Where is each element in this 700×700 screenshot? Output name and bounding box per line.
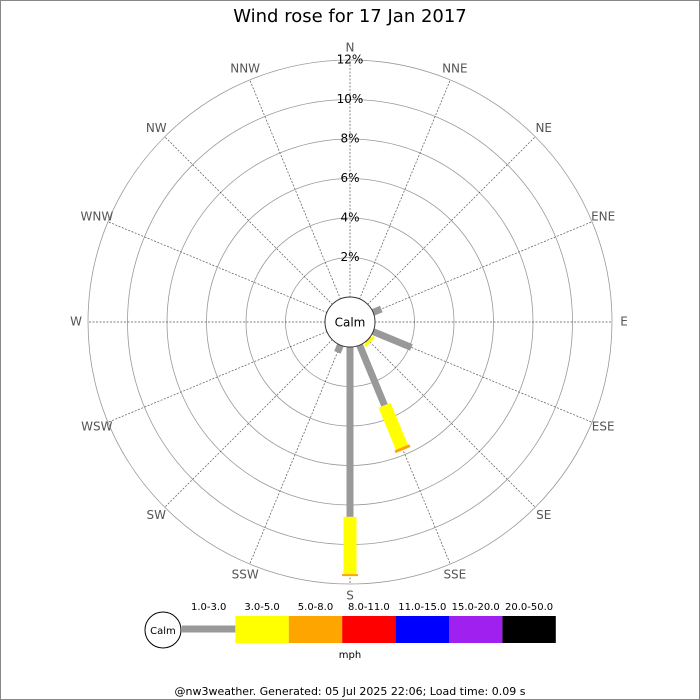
- spoke: [164, 136, 351, 323]
- legend-label: 5.0-8.0: [298, 602, 333, 613]
- direction-label: NE: [535, 121, 552, 135]
- direction-label: SSW: [232, 568, 259, 582]
- grid-ring: [87, 59, 613, 585]
- calm-label: Calm: [335, 316, 366, 330]
- legend-calm-circle: [144, 611, 182, 649]
- direction-label: WNW: [80, 210, 113, 224]
- spoke: [349, 136, 536, 323]
- legend-swatch: [449, 616, 503, 643]
- spoke: [349, 79, 451, 323]
- r-tick-label: 10%: [337, 92, 364, 106]
- direction-label: NNE: [442, 61, 468, 75]
- bar-segment: [378, 402, 408, 450]
- direction-label: SE: [536, 508, 551, 522]
- direction-label: ESE: [592, 419, 615, 433]
- bar-segment: [394, 444, 411, 454]
- legend-swatch: [342, 616, 396, 643]
- direction-label: SW: [147, 508, 167, 522]
- r-tick-label: 4%: [340, 211, 359, 225]
- legend-label: 8.0-11.0: [348, 602, 390, 613]
- direction-label: N: [346, 41, 355, 55]
- spoke: [107, 221, 351, 323]
- legend-swatch: [502, 616, 556, 643]
- r-tick-label: 6%: [340, 171, 359, 185]
- direction-label: WSW: [81, 419, 112, 433]
- legend-calm-label: Calm: [150, 626, 176, 637]
- legend-label: 20.0-50.0: [505, 602, 553, 613]
- footer: @nw3weather. Generated: 05 Jul 2025 22:0…: [175, 685, 526, 698]
- bar-segment: [363, 335, 376, 348]
- legend-label: 3.0-5.0: [244, 602, 279, 613]
- direction-label: SSE: [443, 568, 466, 582]
- spoke: [249, 321, 351, 565]
- chart-title: Wind rose for 17 Jan 2017: [233, 6, 467, 27]
- bars: [334, 305, 413, 577]
- legend-label: 1.0-3.0: [191, 602, 226, 613]
- legend-label: 11.0-15.0: [398, 602, 446, 613]
- grid: N NNE NE ENE E ESE SE SSE S SSW SW WSW W WNW NW NNW 2% 4%…: [70, 41, 628, 603]
- r-tick-label: 2%: [340, 250, 359, 264]
- direction-label: NNW: [230, 61, 260, 75]
- direction-label: ENE: [591, 210, 615, 224]
- units-label: mph: [339, 650, 361, 661]
- bar-segment: [371, 328, 413, 351]
- bar-segment: [371, 305, 383, 316]
- bar-segment: [334, 343, 344, 354]
- legend: Calm mph 1.0-3.0 3.0-5.0 5.0-8.0 8.0-11.0 11…: [144, 602, 556, 661]
- spoke: [249, 79, 351, 323]
- bar-segment: [356, 343, 388, 407]
- legend-swatch: [288, 616, 343, 643]
- r-tick-label: 12%: [337, 53, 364, 67]
- direction-label: NW: [146, 121, 167, 135]
- spoke: [349, 321, 536, 508]
- direction-label: W: [70, 315, 82, 329]
- calm-circle: [324, 296, 376, 348]
- legend-swatch: [235, 616, 289, 643]
- r-tick-label: 8%: [340, 132, 359, 146]
- spoke: [107, 321, 351, 423]
- direction-label: E: [620, 315, 628, 329]
- direction-label: S: [346, 589, 354, 603]
- legend-swatch: [395, 616, 449, 643]
- spoke: [164, 321, 351, 508]
- legend-label: 15.0-20.0: [452, 602, 500, 613]
- spoke: [349, 221, 593, 323]
